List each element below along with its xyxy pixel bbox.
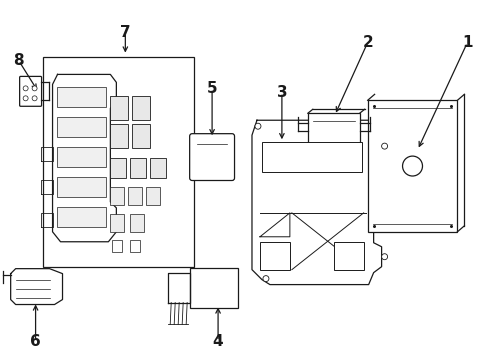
Circle shape: [23, 86, 28, 91]
FancyBboxPatch shape: [190, 134, 235, 180]
Text: 4: 4: [213, 334, 223, 349]
Circle shape: [32, 96, 37, 101]
Bar: [368, 100, 457, 232]
Circle shape: [255, 123, 261, 129]
Bar: [110, 158, 126, 178]
Polygon shape: [11, 269, 63, 305]
Bar: [110, 214, 124, 232]
Text: 8: 8: [13, 53, 24, 68]
Circle shape: [263, 276, 269, 282]
Text: 6: 6: [30, 334, 41, 349]
Bar: [260, 242, 290, 270]
Text: 3: 3: [276, 85, 287, 100]
Bar: [130, 214, 144, 232]
Bar: [56, 117, 106, 137]
Bar: [130, 158, 147, 178]
Bar: [132, 124, 150, 148]
Bar: [112, 240, 122, 252]
Bar: [130, 240, 140, 252]
Bar: [132, 96, 150, 120]
Bar: [334, 242, 364, 270]
Bar: [56, 207, 106, 227]
Bar: [43, 58, 194, 267]
Bar: [110, 187, 124, 205]
Circle shape: [32, 86, 37, 91]
Bar: [147, 187, 160, 205]
Bar: [56, 147, 106, 167]
Circle shape: [382, 254, 388, 260]
Bar: [262, 142, 362, 172]
Bar: [56, 177, 106, 197]
Text: 5: 5: [207, 81, 218, 96]
Bar: [110, 96, 128, 120]
FancyBboxPatch shape: [20, 76, 42, 106]
Circle shape: [382, 143, 388, 149]
Circle shape: [403, 156, 422, 176]
Text: 2: 2: [362, 35, 373, 50]
Bar: [150, 158, 166, 178]
Circle shape: [23, 96, 28, 101]
Bar: [308, 113, 360, 163]
Text: 1: 1: [462, 35, 473, 50]
Text: 7: 7: [120, 25, 131, 40]
Bar: [110, 124, 128, 148]
Bar: [56, 87, 106, 107]
Bar: [190, 268, 238, 307]
Bar: [128, 187, 142, 205]
